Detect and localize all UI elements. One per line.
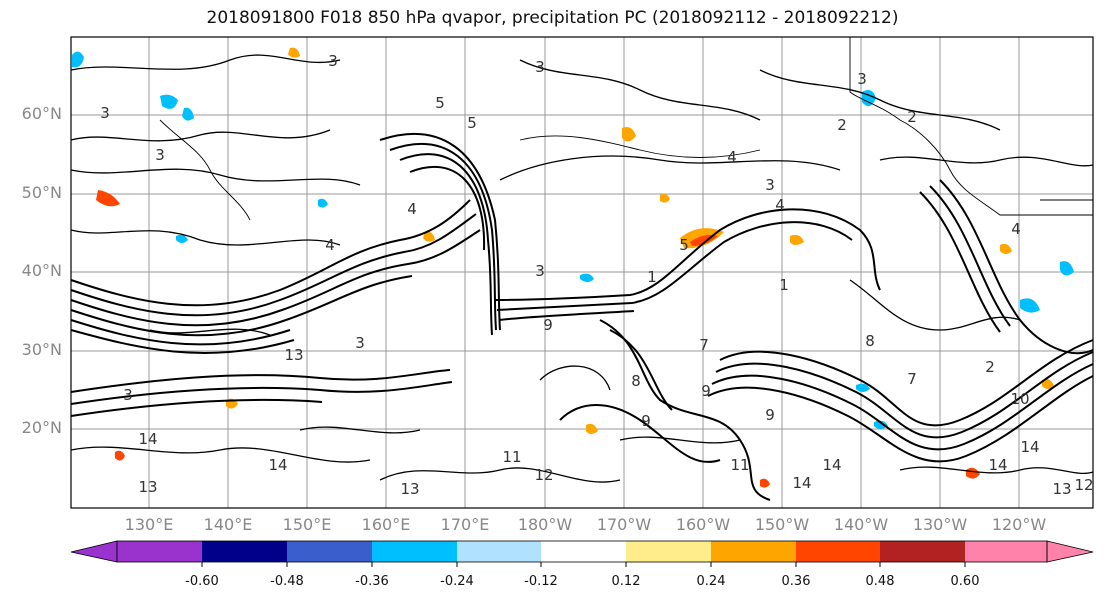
contour-label: 5 (435, 94, 445, 112)
colorbar-extend-high (1046, 540, 1094, 563)
contour-label: 9 (641, 412, 651, 430)
lon-label: 130°E (124, 515, 174, 534)
contour-label: 3 (535, 58, 545, 76)
map-title: 2018091800 F018 850 hPa qvapor, precipit… (206, 8, 899, 28)
contour-label: 9 (701, 382, 711, 400)
contour-label: 14 (1020, 438, 1039, 456)
contour-label: 1 (647, 268, 657, 286)
contour-label: 1 (779, 276, 789, 294)
colorbar-segment (457, 541, 541, 562)
lon-label: 170°W (596, 515, 652, 534)
coastlines (159, 37, 1093, 221)
contour-label: 10 (1010, 390, 1029, 408)
colorbar-tick-label: 0.48 (865, 574, 895, 589)
contour-label: 12 (1074, 476, 1093, 494)
colorbar-tick-label: -0.12 (524, 574, 558, 589)
lon-label: 120°W (991, 515, 1047, 534)
lat-label: 30°N (21, 340, 62, 359)
colorbar-segment (287, 541, 372, 562)
lon-label: 150°E (282, 515, 332, 534)
contour-label: 8 (631, 372, 641, 390)
contour-label: 7 (907, 370, 917, 388)
colorbar-segment (372, 541, 457, 562)
contour-label: 3 (328, 52, 338, 70)
colorbar-tick-label: 0.60 (950, 574, 980, 589)
contour-label: 11 (730, 456, 749, 474)
colorbar-tick-label: 0.12 (611, 574, 641, 589)
colorbar-tick-label: -0.24 (440, 574, 474, 589)
colorbar-segment (965, 541, 1047, 562)
contour-label: 9 (543, 316, 553, 334)
contour-label: 3 (100, 104, 110, 122)
contour-label: 13 (138, 478, 157, 496)
contour-label: 14 (792, 474, 811, 492)
contour-label: 4 (407, 200, 417, 218)
contour-label: 5 (679, 236, 689, 254)
contour-label: 2 (985, 358, 995, 376)
contour-label: 2 (907, 108, 917, 126)
thin-contours (70, 54, 1094, 483)
colorbar-tick-label: -0.48 (270, 574, 304, 589)
lon-label: 150°W (754, 515, 810, 534)
contour-label: 14 (822, 456, 841, 474)
contour-label: 12 (534, 466, 553, 484)
colorbar-segment (541, 541, 626, 562)
contour-label: 3 (123, 386, 133, 404)
lat-label: 40°N (21, 261, 62, 280)
contour-label: 3 (857, 70, 867, 88)
lon-label: 140°E (203, 515, 253, 534)
lon-label: 180°W (517, 515, 573, 534)
colorbar-extend-low (70, 540, 118, 563)
contour-label: 8 (865, 332, 875, 350)
contour-label: 4 (775, 196, 785, 214)
lon-label: 140°W (833, 515, 889, 534)
contour-label: 2 (837, 116, 847, 134)
contour-label: 5 (467, 114, 477, 132)
lon-label: 160°E (361, 515, 411, 534)
colorbar-tick-label: 0.36 (781, 574, 811, 589)
contour-label-group: 3 3 3 3 5 5 4 4 3 4 2 3 4 3 5 4 9 13 3 7… (100, 52, 1093, 498)
colorbar-tick-label: -0.60 (185, 574, 219, 589)
contour-label: 3 (355, 334, 365, 352)
contour-label: 4 (727, 148, 737, 166)
contour-label: 14 (268, 456, 287, 474)
colorbar-frame (116, 540, 1048, 563)
colorbar-segment (880, 541, 965, 562)
contour-label: 14 (988, 456, 1007, 474)
lon-label: 160°W (675, 515, 731, 534)
lat-label: 60°N (21, 104, 62, 123)
contour-label: 9 (765, 406, 775, 424)
colorbar-segment (202, 541, 287, 562)
contour-label: 3 (535, 262, 545, 280)
graticule (71, 37, 1093, 508)
colorbar-segment (796, 541, 880, 562)
contour-label: 3 (765, 176, 775, 194)
colorbar-tick-label: 0.24 (696, 574, 726, 589)
contour-label: 7 (699, 336, 709, 354)
lon-label: 130°W (912, 515, 968, 534)
contour-label: 14 (138, 430, 157, 448)
colorbar-segment (711, 541, 796, 562)
lon-label: 170°E (440, 515, 490, 534)
colorbar-segment (626, 541, 711, 562)
contour-label: 4 (1011, 220, 1021, 238)
contour-label: 3 (155, 146, 165, 164)
contour-label: 11 (502, 448, 521, 466)
contour-label: 13 (284, 346, 303, 364)
contour-label: 13 (400, 480, 419, 498)
colorbar-ticks (201, 562, 966, 567)
colorbar-tick-label: -0.36 (355, 574, 389, 589)
contour-lines (70, 132, 1094, 501)
lat-label: 20°N (21, 418, 62, 437)
map-frame (70, 36, 1094, 509)
contour-label: 4 (325, 236, 335, 254)
contour-label: 13 (1052, 480, 1071, 498)
colorbar-segment (117, 541, 202, 562)
lat-label: 50°N (21, 183, 62, 202)
precip-shading (72, 47, 1074, 488)
